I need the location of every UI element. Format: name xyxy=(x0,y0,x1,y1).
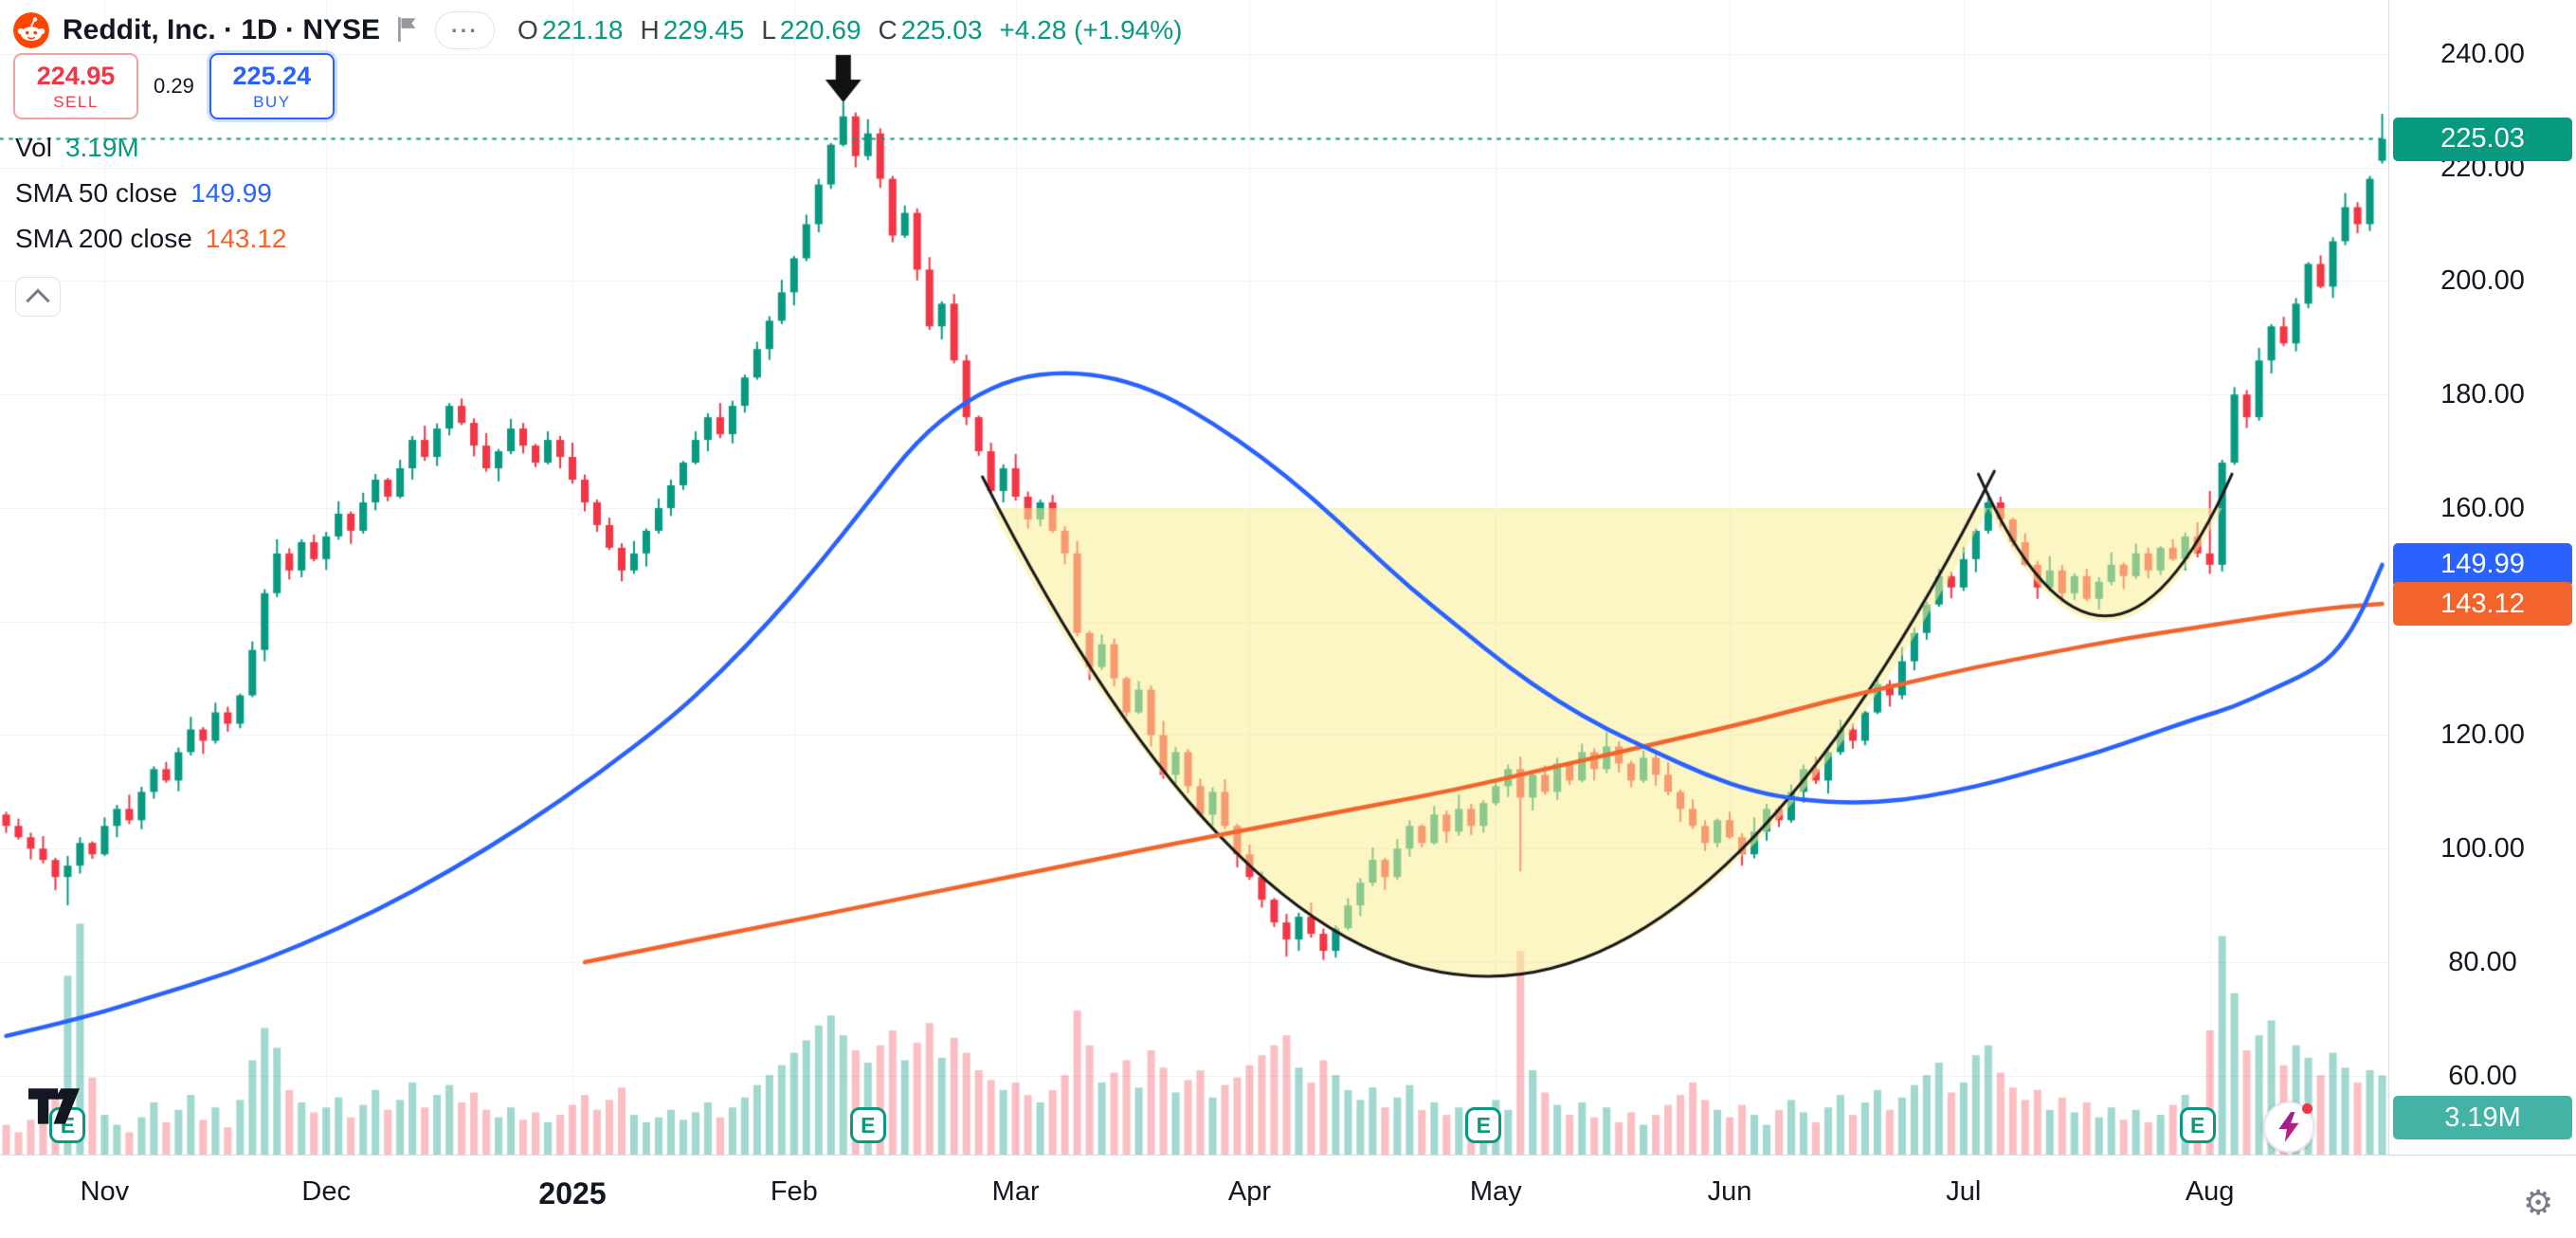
tradingview-logo-icon[interactable] xyxy=(28,1088,80,1133)
chevron-up-icon xyxy=(26,288,50,313)
earnings-marker[interactable]: E xyxy=(849,1107,886,1143)
low-value: 220.69 xyxy=(779,15,862,45)
time-axis-label: Aug xyxy=(2185,1176,2235,1207)
collapse-legend-button[interactable] xyxy=(15,277,61,317)
symbol-title[interactable]: Reddit, Inc. · 1D · NYSE xyxy=(63,14,381,46)
volume-legend[interactable]: Vol 3.19M xyxy=(15,133,139,163)
price-tick-label: 200.00 xyxy=(2440,265,2525,297)
time-axis-label: Jul xyxy=(1946,1176,1982,1207)
sell-price: 224.95 xyxy=(36,61,116,90)
sma200-value: 143.12 xyxy=(205,224,287,253)
boost-lightning-button[interactable] xyxy=(2263,1101,2314,1153)
sell-label: SELL xyxy=(53,92,99,111)
flag-icon[interactable] xyxy=(393,14,422,46)
time-axis-label: Mar xyxy=(991,1176,1040,1207)
volume-label: Vol xyxy=(15,133,52,162)
time-axis-label: Feb xyxy=(770,1176,818,1207)
price-tick-label: 160.00 xyxy=(2440,492,2525,523)
trade-panel: 224.95 SELL 0.29 225.24 BUY xyxy=(13,53,335,119)
price-axis[interactable]: 240.00 220.00 200.00 180.00 160.00 120.00 100.… xyxy=(2388,0,2576,1155)
sma200-label: SMA 200 close xyxy=(15,224,192,253)
last-price-badge: 225.03 xyxy=(2393,117,2572,161)
sma50-value: 149.99 xyxy=(190,178,272,208)
open-value: 221.18 xyxy=(541,15,624,45)
time-axis-label: Jun xyxy=(1707,1176,1752,1207)
price-tick-label: 180.00 xyxy=(2440,379,2525,410)
reddit-logo-icon xyxy=(13,12,49,48)
high-value: 229.45 xyxy=(662,15,745,45)
buy-price: 225.24 xyxy=(232,61,312,90)
sma50-label: SMA 50 close xyxy=(15,178,178,208)
time-axis-label: Apr xyxy=(1227,1176,1272,1207)
price-tick-label: 240.00 xyxy=(2440,38,2525,69)
change-value: +4.28 (+1.94%) xyxy=(999,15,1183,45)
sma200-price-badge: 143.12 xyxy=(2393,582,2572,627)
lightning-bolt-icon xyxy=(2278,1112,2299,1142)
low-label: L xyxy=(761,15,776,45)
price-tick-label: 100.00 xyxy=(2440,833,2525,865)
price-tick-label: 60.00 xyxy=(2448,1060,2517,1091)
time-axis-label: May xyxy=(1469,1176,1522,1207)
notification-dot xyxy=(2302,1103,2313,1114)
high-label: H xyxy=(640,15,660,45)
close-label: C xyxy=(878,15,898,45)
sell-button[interactable]: 224.95 SELL xyxy=(13,53,138,119)
spread-value: 0.29 xyxy=(154,74,194,98)
earnings-marker[interactable]: E xyxy=(2179,1107,2216,1143)
time-axis-label: Nov xyxy=(80,1176,130,1207)
time-axis-label: Dec xyxy=(301,1176,351,1207)
more-options-button[interactable]: ··· xyxy=(435,11,496,49)
buy-label: BUY xyxy=(253,92,291,111)
earnings-marker[interactable]: E xyxy=(1465,1107,1502,1143)
volume-badge: 3.19M xyxy=(2393,1096,2572,1139)
buy-button[interactable]: 225.24 BUY xyxy=(209,53,335,119)
ohlc-row: O 221.18 H 229.45 L 220.69 C 225.03 +4.28 (+… xyxy=(517,15,1182,46)
time-axis[interactable]: Nov Dec 2025 Feb Mar Apr May Jun Jul Aug xyxy=(0,1155,2576,1238)
symbol-header: Reddit, Inc. · 1D · NYSE ··· O 221.18 H 22… xyxy=(13,9,1182,51)
price-chart-canvas[interactable] xyxy=(0,0,2388,1155)
volume-value: 3.19M xyxy=(64,133,139,162)
price-tick-label: 80.00 xyxy=(2448,947,2517,977)
open-label: O xyxy=(517,15,538,45)
sma50-legend[interactable]: SMA 50 close 149.99 xyxy=(15,178,272,209)
gear-icon[interactable]: ⚙ xyxy=(2523,1183,2554,1222)
time-axis-label: 2025 xyxy=(538,1176,607,1211)
price-tick-label: 120.00 xyxy=(2440,719,2525,751)
close-value: 225.03 xyxy=(900,15,983,45)
sma200-legend[interactable]: SMA 200 close 143.12 xyxy=(15,224,286,254)
sma50-price-badge: 149.99 xyxy=(2393,542,2572,587)
